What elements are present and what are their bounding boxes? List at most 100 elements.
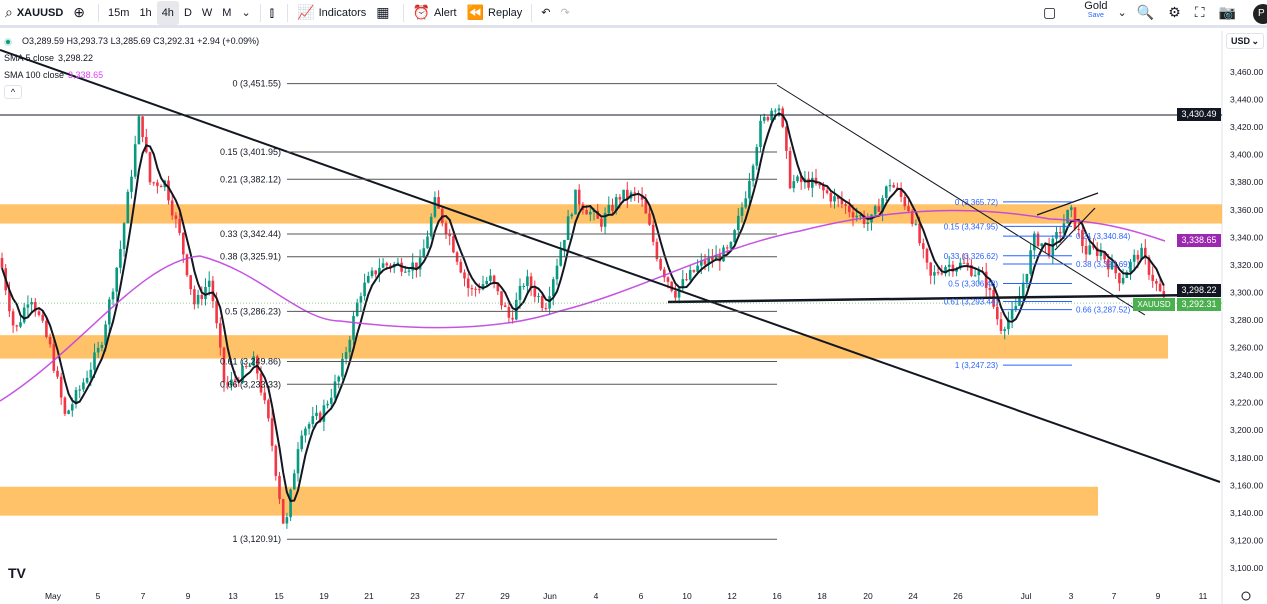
candle-body [130, 176, 133, 192]
candle-body [899, 188, 903, 197]
layout-dropdown[interactable]: ⌄ [1113, 1, 1132, 25]
interval-M[interactable]: M [222, 6, 232, 19]
candle-body [307, 424, 311, 429]
candle-body [811, 177, 814, 188]
candle-body [951, 264, 955, 272]
compare-button[interactable]: ⊕ [68, 1, 94, 25]
time-axis-label: 13 [228, 591, 238, 601]
candle-body [293, 473, 296, 490]
candle-body [289, 489, 292, 518]
sma5-line [1, 112, 1165, 503]
candle-body [677, 287, 681, 298]
snapshot-button[interactable]: 📷 [1214, 1, 1245, 25]
candle-body [263, 392, 266, 401]
settings-button[interactable]: ⚙ [1163, 1, 1190, 25]
candle-body [881, 197, 884, 212]
sma100-label[interactable]: SMA 100 close [4, 70, 65, 80]
candle-body [589, 211, 592, 215]
interval-15m[interactable]: 15m [108, 6, 130, 19]
candle-body [71, 404, 74, 411]
candle-body [226, 382, 229, 386]
candle-body [537, 296, 540, 298]
time-axis-label: 7 [1112, 591, 1117, 601]
candle-body [933, 272, 936, 276]
price-chart[interactable]: 0 (3,451.55) 0.15 (3,401.95) 0.21 (3,382.1… [0, 31, 1267, 604]
templates-button[interactable]: ▦ [371, 1, 398, 25]
undo-button[interactable]: ↶ [536, 1, 555, 25]
symbol-search[interactable]: ⌕ XAUUSD [5, 4, 64, 20]
candle-body [1084, 246, 1088, 255]
candle-body [1007, 319, 1010, 330]
quick-search-button[interactable]: 🔍 [1132, 1, 1163, 25]
candle-body [219, 323, 222, 348]
sma5-value: 3,298.22 [58, 53, 94, 63]
fullscreen-button[interactable]: ⛶ [1190, 1, 1214, 25]
candle-body [651, 224, 655, 242]
candle-body [466, 278, 470, 289]
candle-body [318, 412, 322, 422]
candle-body [507, 306, 511, 318]
candle-body [859, 215, 862, 217]
candle-body [411, 262, 414, 271]
interval-D[interactable]: D [183, 6, 192, 19]
candle-body [1029, 250, 1032, 274]
layout-save-button[interactable]: Gold Save [1084, 0, 1108, 19]
interval-1h[interactable]: 1h [139, 6, 152, 19]
price-axis-label: 3,400.00 [1230, 150, 1263, 160]
candle-body [1055, 232, 1058, 239]
collapse-legend-button[interactable]: ^ [4, 85, 22, 99]
price-axis-label: 3,360.00 [1230, 205, 1263, 215]
avatar[interactable]: P [1253, 4, 1267, 24]
candle-body [396, 262, 400, 264]
candle-body [333, 381, 337, 398]
candle-body [126, 191, 130, 224]
candle-body [93, 352, 96, 370]
candle-body [714, 254, 718, 261]
candle-body [341, 358, 344, 377]
candle-body [703, 260, 707, 265]
candle-body [725, 247, 729, 249]
candle-body [903, 196, 907, 207]
candle-body [285, 517, 289, 524]
interval-4h[interactable]: 4h [156, 0, 179, 25]
interval-dropdown[interactable]: ⌄ [236, 1, 255, 25]
candle-body [1114, 262, 1117, 274]
redo-button[interactable]: ↷ [556, 1, 575, 25]
alert-button[interactable]: ⏰ Alert [412, 4, 457, 20]
chart-type-button[interactable]: ⫾ [265, 1, 283, 25]
candle-body [936, 272, 940, 274]
divider [402, 3, 404, 22]
indicators-button[interactable]: 📈 Indicators [297, 4, 367, 20]
candle-body [182, 232, 185, 255]
candle-body [792, 181, 796, 189]
time-axis-label: 11 [1199, 591, 1208, 601]
candle-body [426, 236, 429, 249]
candle-body [655, 241, 659, 260]
price-axis-label: 3,100.00 [1230, 563, 1263, 573]
candle-body [966, 262, 969, 265]
currency-selector[interactable]: USD ⌄ [1226, 33, 1264, 49]
candle-body [8, 290, 11, 312]
sma5-label[interactable]: SMA 5 close [4, 53, 55, 63]
candle-body [962, 262, 966, 264]
candle-body [200, 294, 204, 299]
fib-level-label: 0 (3,451.55) [232, 79, 281, 89]
candle-body [167, 180, 170, 201]
candle-body [1151, 274, 1154, 281]
tradingview-logo[interactable]: TV [8, 565, 26, 581]
candle-body [274, 445, 278, 476]
candle-body [918, 223, 921, 244]
fib-level-label: 0.21 (3,340.84) [1076, 232, 1131, 241]
candle-body [596, 210, 599, 219]
candle-body [566, 216, 570, 240]
fullscreen-layout-button[interactable]: ▢ [1038, 1, 1065, 25]
interval-W[interactable]: W [201, 6, 213, 19]
settings-icon[interactable] [1241, 591, 1251, 601]
candle-body [326, 403, 329, 406]
replay-button[interactable]: ⏪ Replay [466, 4, 523, 20]
support-resistance-zone [0, 486, 1098, 516]
candle-body [777, 108, 781, 111]
candle-body [108, 299, 111, 325]
replay-icon: ⏪ [466, 4, 485, 20]
candle-body [548, 296, 551, 309]
